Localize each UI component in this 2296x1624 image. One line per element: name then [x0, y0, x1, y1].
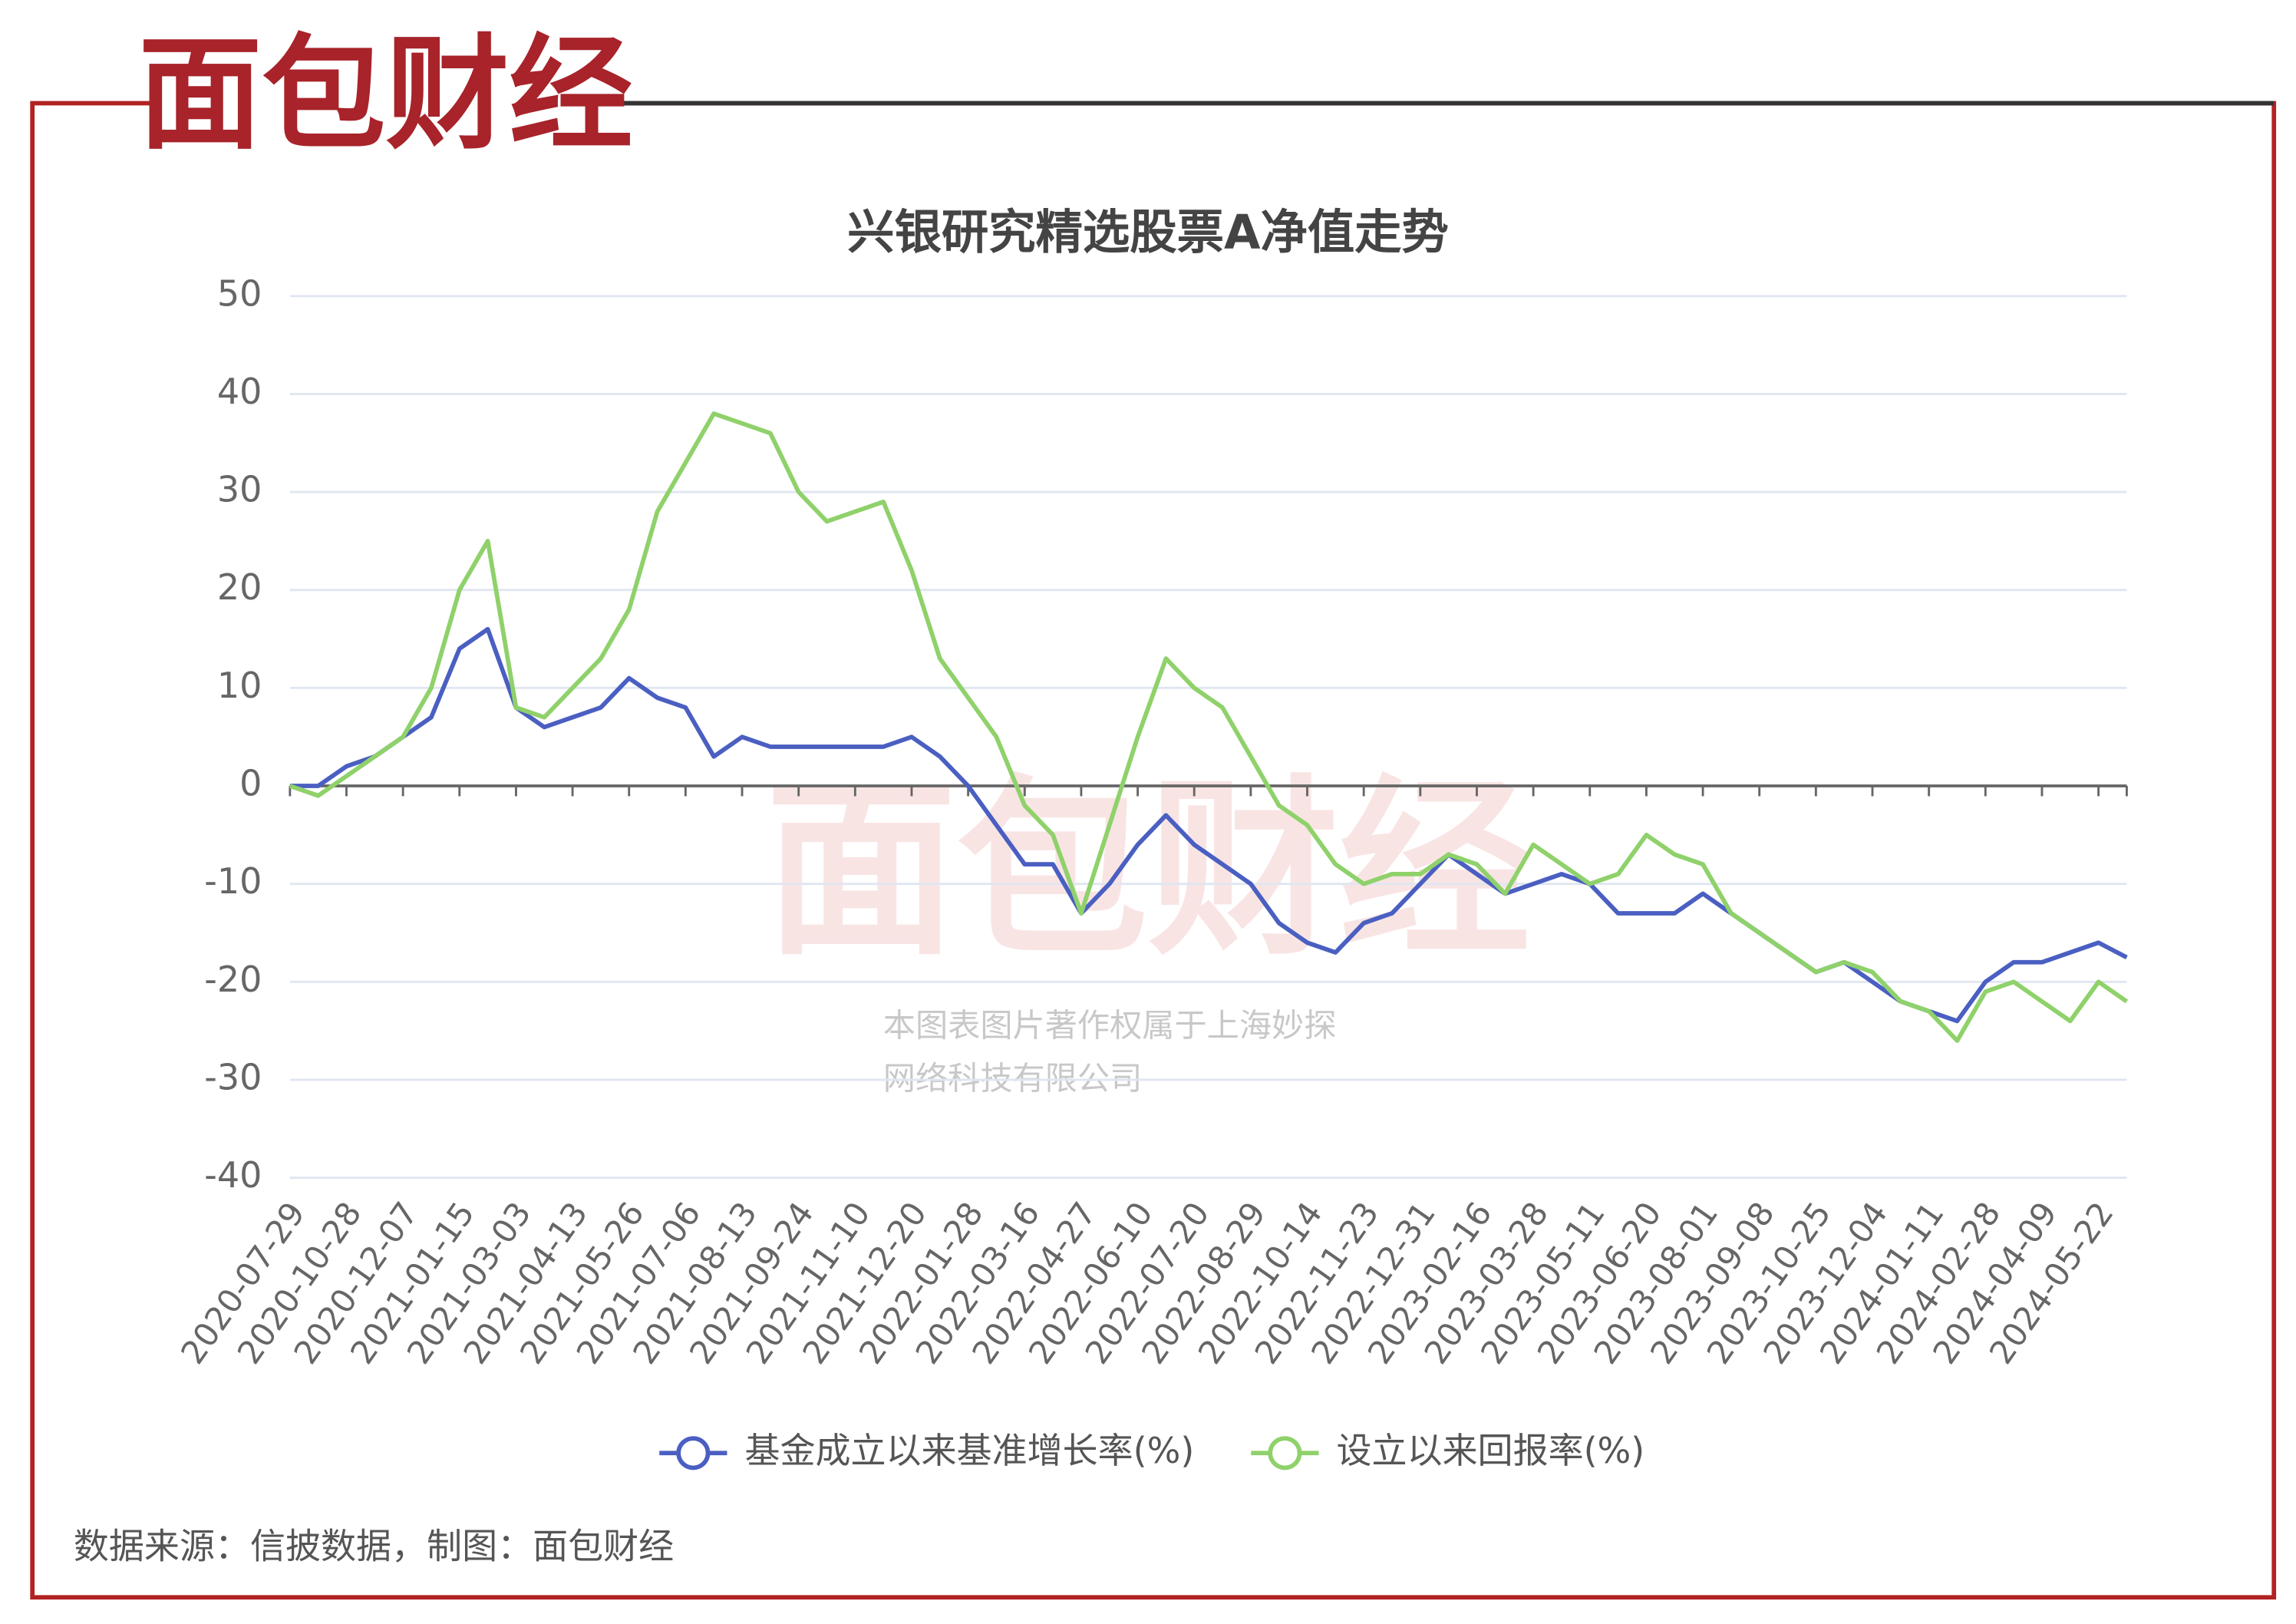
legend-label: 设立以来回报率(%) [1336, 1430, 1644, 1471]
watermark-text: 本图表图片著作权属于上海妙探 [883, 1006, 1337, 1044]
y-tick-label: 0 [239, 763, 262, 804]
y-tick-label: 50 [217, 272, 262, 314]
y-tick-label: 40 [217, 371, 262, 412]
y-tick-label: -30 [204, 1056, 262, 1098]
y-tick-label: 10 [217, 665, 262, 706]
watermark-logo: 面包财经 [765, 758, 1530, 981]
y-tick-label: 30 [217, 469, 262, 510]
y-tick-label: -10 [204, 860, 262, 902]
brand-logo: 面包财经 [138, 21, 632, 166]
watermark-text: 网络科技有限公司 [883, 1060, 1143, 1098]
chart-title: 兴银研究精选股票A净值走势 [847, 206, 1449, 260]
source-note: 数据来源：信披数据，制图：面包财经 [74, 1525, 674, 1566]
legend-marker [676, 1436, 711, 1471]
legend-marker [1268, 1436, 1302, 1471]
y-tick-label: -20 [204, 959, 262, 1000]
legend-label: 基金成立以来基准增长率(%) [744, 1430, 1194, 1471]
y-tick-label: -40 [204, 1154, 262, 1196]
y-tick-label: 20 [217, 566, 262, 608]
series-line [289, 411, 2129, 1043]
